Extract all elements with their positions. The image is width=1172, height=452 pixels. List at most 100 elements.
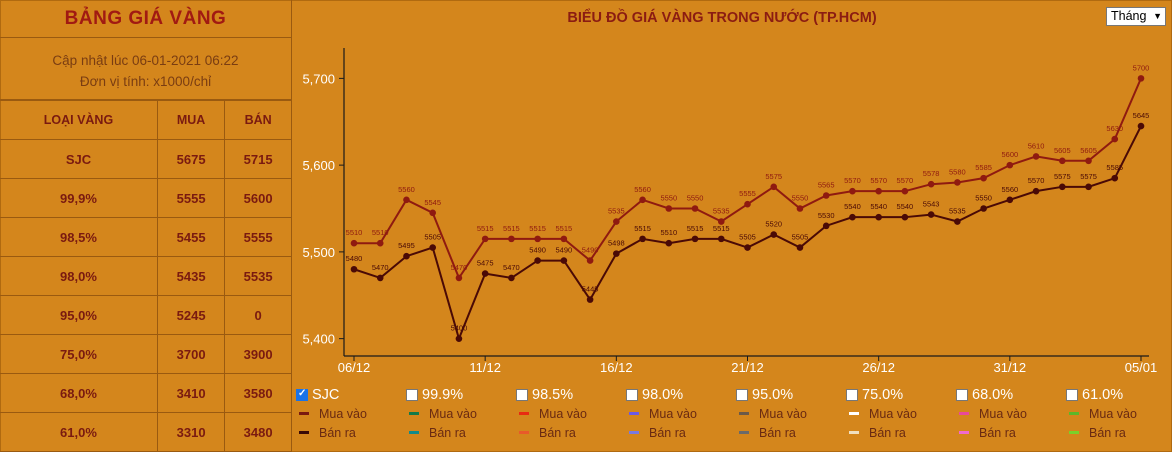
data-label: 5520	[765, 220, 782, 229]
data-label: 5550	[687, 194, 704, 203]
data-label: 5470	[503, 263, 520, 272]
data-point	[455, 335, 463, 342]
legend-toggle[interactable]: 75.0%	[846, 386, 956, 404]
checkbox[interactable]	[406, 389, 418, 401]
data-label: 5515	[477, 224, 494, 233]
legend-group: 99.9% Mua vào Bán ra	[406, 386, 516, 442]
legend-item-sell: Bán ra	[299, 423, 406, 442]
data-point	[927, 180, 935, 188]
legend-toggle[interactable]: SJC	[296, 386, 406, 404]
data-point	[376, 239, 384, 247]
legend-item-sell: Bán ra	[739, 423, 846, 442]
data-label: 5535	[713, 207, 730, 216]
legend-sell-label: Bán ra	[319, 425, 356, 440]
table-row: 99,9% 5555 5600	[0, 178, 291, 218]
checkbox[interactable]	[296, 388, 308, 401]
data-point	[849, 187, 856, 195]
data-point	[665, 205, 673, 212]
data-point	[560, 257, 568, 264]
checkbox[interactable]	[736, 389, 748, 401]
data-label: 5605	[1054, 146, 1071, 155]
data-point	[954, 179, 961, 186]
col-header-type: LOẠI VÀNG	[0, 100, 158, 140]
cell-buy: 3310	[156, 412, 226, 452]
legend-item-buy: Mua vào	[849, 404, 956, 423]
checkbox[interactable]	[626, 389, 638, 401]
data-point	[927, 211, 935, 218]
legend-toggle[interactable]: 68.0%	[956, 386, 1066, 404]
x-tick-label: 31/12	[994, 360, 1027, 375]
cell-sell: 5600	[224, 178, 291, 218]
data-label: 5470	[451, 263, 468, 272]
data-point	[1137, 122, 1145, 130]
data-label: 5510	[372, 228, 389, 237]
checkbox[interactable]	[956, 389, 968, 401]
legend-toggle[interactable]: 95.0%	[736, 386, 846, 404]
cell-sell: 5535	[224, 256, 291, 296]
data-point	[508, 274, 515, 282]
data-point	[586, 296, 594, 303]
data-label: 5605	[1080, 146, 1097, 155]
legend-buy-label: Mua vào	[649, 406, 697, 421]
col-header-buy: MUA	[156, 100, 226, 140]
checkbox[interactable]	[846, 389, 858, 401]
legend-toggle[interactable]: 98.5%	[516, 386, 626, 404]
data-point	[350, 239, 358, 247]
legend-group: 98.0% Mua vào Bán ra	[626, 386, 736, 442]
cell-type: 98,5%	[0, 217, 158, 257]
data-point	[770, 183, 778, 191]
legend-toggle[interactable]: 99.9%	[406, 386, 516, 404]
data-point	[1085, 157, 1092, 165]
data-label: 5565	[818, 180, 835, 189]
legend-item-buy: Mua vào	[959, 404, 1066, 423]
period-select[interactable]: Tháng ▼	[1106, 7, 1166, 26]
data-label: 5510	[660, 228, 677, 237]
data-point	[954, 218, 961, 225]
data-label: 5630	[1106, 124, 1123, 133]
data-point	[639, 196, 646, 204]
checkbox[interactable]	[516, 389, 528, 401]
table-row: 61,0% 3310 3480	[0, 412, 291, 452]
data-label: 5570	[1028, 176, 1045, 185]
data-label: 5535	[608, 207, 625, 216]
update-time: Cập nhật lúc 06-01-2021 06:22	[52, 53, 239, 68]
chart-panel: BIỂU ĐỒ GIÁ VÀNG TRONG NƯỚC (TP.HCM) Thá…	[292, 0, 1172, 452]
legend-item-sell: Bán ra	[629, 423, 736, 442]
cell-type: SJC	[0, 139, 158, 179]
data-label: 5515	[556, 224, 573, 233]
legend-toggle[interactable]: 61.0%	[1066, 386, 1172, 404]
legend-swatch	[409, 431, 419, 434]
data-label: 5585	[975, 163, 992, 172]
legend-group: 68.0% Mua vào Bán ra	[956, 386, 1066, 442]
cell-buy: 5455	[156, 217, 226, 257]
data-label: 5575	[1080, 172, 1097, 181]
data-label: 5475	[477, 259, 494, 268]
data-label: 5515	[634, 224, 651, 233]
data-point	[980, 205, 987, 212]
data-label: 5550	[792, 194, 809, 203]
legend-sell-label: Bán ra	[759, 425, 796, 440]
data-label: 5570	[844, 176, 861, 185]
table-title: BẢNG GIÁ VÀNG	[0, 0, 291, 38]
cell-buy: 3700	[156, 334, 226, 374]
data-label: 5515	[503, 224, 520, 233]
legend-sell-label: Bán ra	[539, 425, 576, 440]
checkbox[interactable]	[1066, 389, 1078, 401]
data-point	[744, 200, 751, 208]
data-point	[481, 235, 489, 243]
legend-label: 75.0%	[862, 387, 904, 403]
data-label: 5490	[529, 246, 546, 255]
cell-buy: 5555	[156, 178, 226, 218]
legend-swatch	[849, 431, 859, 434]
data-point	[980, 174, 987, 182]
legend-item-sell: Bán ra	[849, 423, 956, 442]
data-label: 5570	[870, 176, 887, 185]
data-point	[1006, 161, 1014, 169]
legend-toggle[interactable]: 98.0%	[626, 386, 736, 404]
legend-buy-label: Mua vào	[319, 406, 367, 421]
legend-label: 99.9%	[422, 387, 464, 403]
data-label: 5645	[1133, 111, 1150, 120]
data-label: 5480	[346, 254, 363, 263]
legend-label: 61.0%	[1082, 387, 1124, 403]
period-select-value: Tháng	[1111, 9, 1147, 23]
